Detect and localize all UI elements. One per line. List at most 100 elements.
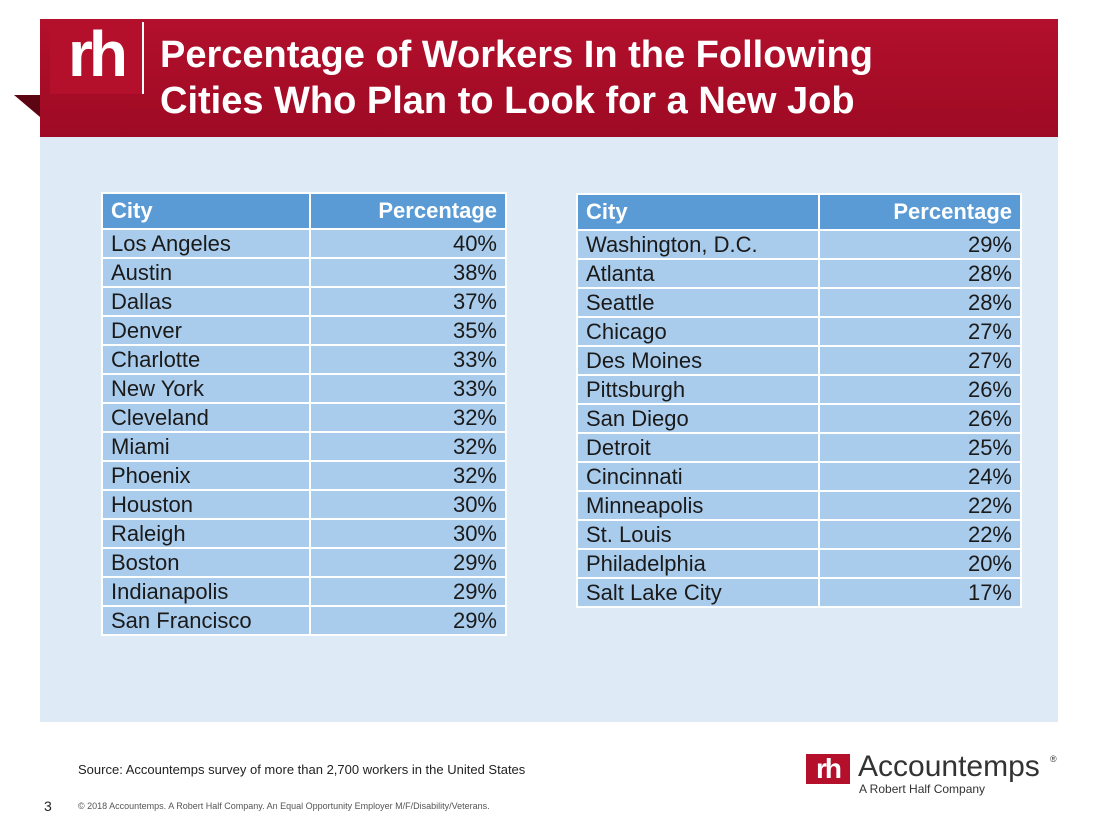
table-row: Philadelphia 20% — [576, 548, 1022, 579]
table-row: Cincinnati 24% — [576, 461, 1022, 492]
city-cell: Charlotte — [101, 344, 311, 375]
table-row: St. Louis 22% — [576, 519, 1022, 550]
percentage-cell: 20% — [818, 548, 1022, 579]
table-row: Boston 29% — [101, 547, 507, 578]
city-cell: Phoenix — [101, 460, 311, 491]
table-row: Austin 38% — [101, 257, 507, 288]
page-number: 3 — [44, 798, 52, 814]
table-row: San Francisco 29% — [101, 605, 507, 636]
percentage-cell: 33% — [309, 344, 507, 375]
column-header-city: City — [101, 192, 311, 230]
brand-subtitle: A Robert Half Company — [859, 782, 986, 796]
table-header-row: City Percentage — [576, 193, 1022, 231]
city-cell: San Francisco — [101, 605, 311, 636]
percentage-cell: 40% — [309, 228, 507, 259]
city-cell: Dallas — [101, 286, 311, 317]
city-cell: Des Moines — [576, 345, 820, 376]
table-row: Dallas 37% — [101, 286, 507, 317]
percentage-cell: 32% — [309, 402, 507, 433]
table-row: Houston 30% — [101, 489, 507, 520]
page-title: Percentage of Workers In the Following C… — [160, 32, 1040, 124]
column-header-city: City — [576, 193, 820, 231]
table-row: Indianapolis 29% — [101, 576, 507, 607]
percentage-cell: 22% — [818, 490, 1022, 521]
brand-mark: rh — [806, 754, 850, 784]
percentage-cell: 38% — [309, 257, 507, 288]
city-cell: Houston — [101, 489, 311, 520]
header-fold — [14, 95, 40, 117]
table-row: Cleveland 32% — [101, 402, 507, 433]
city-cell: Austin — [101, 257, 311, 288]
city-table-right: City Percentage Washington, D.C. 29% Atlan… — [576, 193, 1022, 608]
percentage-cell: 33% — [309, 373, 507, 404]
table-row: Detroit 25% — [576, 432, 1022, 463]
city-cell: St. Louis — [576, 519, 820, 550]
city-cell: Cleveland — [101, 402, 311, 433]
city-cell: Minneapolis — [576, 490, 820, 521]
table-row: Denver 35% — [101, 315, 507, 346]
title-banner — [40, 19, 1058, 137]
table-row: Minneapolis 22% — [576, 490, 1022, 521]
percentage-cell: 29% — [309, 547, 507, 578]
percentage-cell: 28% — [818, 287, 1022, 318]
city-cell: Seattle — [576, 287, 820, 318]
brand-name: Accountemps — [858, 750, 1040, 783]
table-header-row: City Percentage — [101, 192, 507, 230]
table-row: Miami 32% — [101, 431, 507, 462]
percentage-cell: 29% — [818, 229, 1022, 260]
percentage-cell: 27% — [818, 345, 1022, 376]
city-cell: Raleigh — [101, 518, 311, 549]
table-row: Seattle 28% — [576, 287, 1022, 318]
city-cell: Miami — [101, 431, 311, 462]
accountemps-logo: rh Accountemps ® A Robert Half Company — [806, 750, 1066, 800]
copyright-notice: © 2018 Accountemps. A Robert Half Compan… — [78, 801, 490, 811]
trademark-symbol: ® — [1050, 754, 1057, 764]
percentage-cell: 30% — [309, 489, 507, 520]
city-cell: New York — [101, 373, 311, 404]
table-row: Pittsburgh 26% — [576, 374, 1022, 405]
title-line-2: Cities Who Plan to Look for a New Job — [160, 80, 855, 122]
rh-logo: rh — [50, 22, 144, 94]
table-row: New York 33% — [101, 373, 507, 404]
percentage-cell: 27% — [818, 316, 1022, 347]
city-cell: Salt Lake City — [576, 577, 820, 608]
percentage-cell: 26% — [818, 374, 1022, 405]
city-cell: San Diego — [576, 403, 820, 434]
table-row: Washington, D.C. 29% — [576, 229, 1022, 260]
city-cell: Los Angeles — [101, 228, 311, 259]
title-line-1: Percentage of Workers In the Following — [160, 34, 873, 76]
table-row: Salt Lake City 17% — [576, 577, 1022, 608]
percentage-cell: 29% — [309, 576, 507, 607]
percentage-cell: 29% — [309, 605, 507, 636]
city-cell: Chicago — [576, 316, 820, 347]
city-cell: Pittsburgh — [576, 374, 820, 405]
table-row: Raleigh 30% — [101, 518, 507, 549]
city-cell: Denver — [101, 315, 311, 346]
city-cell: Indianapolis — [101, 576, 311, 607]
percentage-cell: 17% — [818, 577, 1022, 608]
table-row: Charlotte 33% — [101, 344, 507, 375]
percentage-cell: 26% — [818, 403, 1022, 434]
city-cell: Boston — [101, 547, 311, 578]
city-cell: Washington, D.C. — [576, 229, 820, 260]
table-row: Atlanta 28% — [576, 258, 1022, 289]
city-cell: Cincinnati — [576, 461, 820, 492]
city-table-left: City Percentage Los Angeles 40% Austin 38% D… — [101, 192, 507, 636]
city-cell: Atlanta — [576, 258, 820, 289]
percentage-cell: 22% — [818, 519, 1022, 550]
city-cell: Philadelphia — [576, 548, 820, 579]
percentage-cell: 32% — [309, 431, 507, 462]
percentage-cell: 32% — [309, 460, 507, 491]
percentage-cell: 28% — [818, 258, 1022, 289]
source-note: Source: Accountemps survey of more than … — [78, 762, 526, 777]
table-row: San Diego 26% — [576, 403, 1022, 434]
city-cell: Detroit — [576, 432, 820, 463]
percentage-cell: 24% — [818, 461, 1022, 492]
percentage-cell: 37% — [309, 286, 507, 317]
column-header-percentage: Percentage — [818, 193, 1022, 231]
column-header-percentage: Percentage — [309, 192, 507, 230]
table-row: Chicago 27% — [576, 316, 1022, 347]
percentage-cell: 30% — [309, 518, 507, 549]
table-row: Phoenix 32% — [101, 460, 507, 491]
table-row: Des Moines 27% — [576, 345, 1022, 376]
